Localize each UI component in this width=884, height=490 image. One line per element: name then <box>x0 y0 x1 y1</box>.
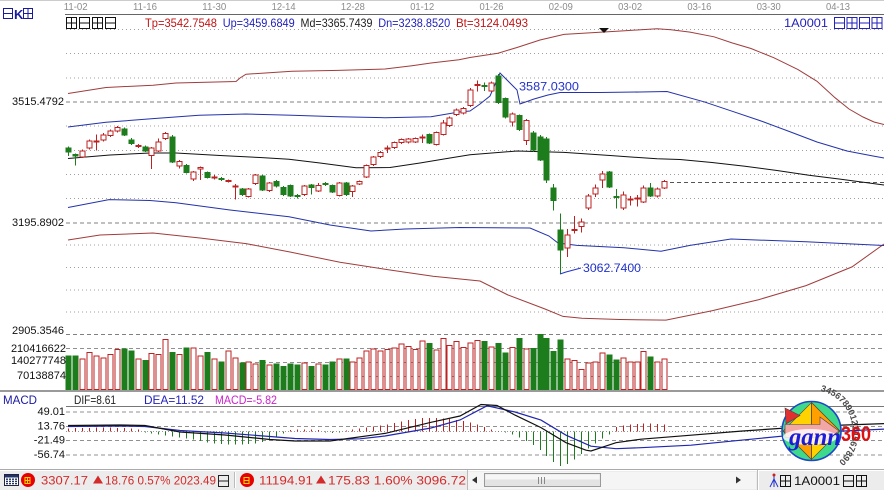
svg-text:7: 7 <box>837 394 848 405</box>
svg-text:Md=3365.7439: Md=3365.7439 <box>301 16 373 30</box>
svg-text:Tp=3542.7548: Tp=3542.7548 <box>145 16 217 30</box>
svg-text:Bt=3124.0493: Bt=3124.0493 <box>456 16 528 30</box>
svg-text:04-13: 04-13 <box>826 2 850 13</box>
svg-text:11-16: 11-16 <box>133 2 157 13</box>
svg-text:210416622: 210416622 <box>11 343 66 355</box>
svg-text:-56.74: -56.74 <box>34 449 65 461</box>
svg-text:175.83 1.60% 3096.72: 175.83 1.60% 3096.72 <box>328 474 466 488</box>
svg-text:1: 1 <box>848 413 859 421</box>
svg-text:1A0001: 1A0001 <box>784 16 828 30</box>
svg-text:8: 8 <box>840 398 851 408</box>
svg-text:7: 7 <box>846 445 857 454</box>
svg-text:6: 6 <box>848 440 859 448</box>
svg-text:18.76 0.57% 2023.49: 18.76 0.57% 2023.49 <box>105 474 216 488</box>
svg-text:360: 360 <box>841 423 871 446</box>
svg-text:8: 8 <box>844 449 855 458</box>
svg-text:70138874: 70138874 <box>17 370 66 382</box>
svg-text:0: 0 <box>846 408 857 417</box>
svg-text:Up=3459.6849: Up=3459.6849 <box>223 16 295 30</box>
svg-text:01-26: 01-26 <box>480 2 504 13</box>
svg-text:3: 3 <box>850 425 860 431</box>
svg-text:3587.0300: 3587.0300 <box>519 80 579 94</box>
svg-text:4: 4 <box>850 430 860 436</box>
svg-text:3515.4792: 3515.4792 <box>12 96 64 108</box>
svg-text:9: 9 <box>841 453 852 463</box>
svg-text:MACD: MACD <box>3 393 37 407</box>
svg-text:3195.8902: 3195.8902 <box>12 217 64 229</box>
svg-text:3062.7400: 3062.7400 <box>583 261 641 275</box>
svg-text:0: 0 <box>837 457 848 468</box>
svg-text:1A0001: 1A0001 <box>794 474 840 488</box>
svg-text:DEA=11.52: DEA=11.52 <box>144 393 204 407</box>
svg-text:13.76: 13.76 <box>37 420 65 432</box>
svg-text:5: 5 <box>829 387 838 398</box>
svg-text:DIF=8.61: DIF=8.61 <box>74 393 116 407</box>
svg-text:49.01: 49.01 <box>37 406 65 418</box>
svg-text:11-02: 11-02 <box>64 2 88 13</box>
svg-text:3307.17: 3307.17 <box>41 474 88 488</box>
svg-text:03-02: 03-02 <box>618 2 642 13</box>
svg-text:4: 4 <box>824 385 833 396</box>
svg-text:01-12: 01-12 <box>410 2 434 13</box>
svg-text:gann: gann <box>788 424 841 451</box>
svg-text:K: K <box>14 7 24 22</box>
svg-text:11-30: 11-30 <box>202 2 226 13</box>
svg-text:5: 5 <box>849 435 860 442</box>
svg-text:2905.3546: 2905.3546 <box>12 325 64 337</box>
svg-text:6: 6 <box>833 390 843 401</box>
svg-text:9: 9 <box>843 403 854 413</box>
svg-text:Dn=3238.8520: Dn=3238.8520 <box>378 16 450 30</box>
svg-text:3: 3 <box>820 383 828 394</box>
svg-text:12-14: 12-14 <box>272 2 296 13</box>
svg-text:03-30: 03-30 <box>757 2 781 13</box>
svg-text:03-16: 03-16 <box>687 2 711 13</box>
svg-text:02-09: 02-09 <box>549 2 573 13</box>
svg-text:2: 2 <box>849 419 860 426</box>
svg-text:11194.91: 11194.91 <box>259 474 313 488</box>
svg-text:140277748: 140277748 <box>11 355 66 367</box>
svg-text:12-28: 12-28 <box>341 2 365 13</box>
svg-text:-21.49: -21.49 <box>34 435 65 447</box>
svg-text:MACD=-5.82: MACD=-5.82 <box>215 393 277 407</box>
